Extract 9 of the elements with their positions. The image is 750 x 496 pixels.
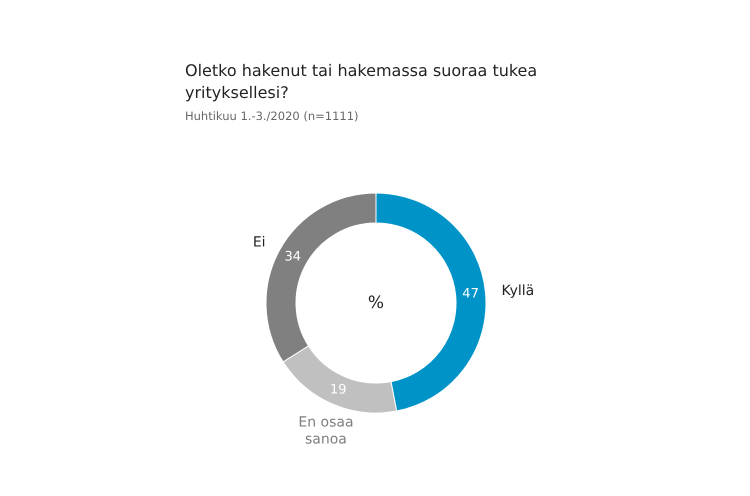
data-label: 34 xyxy=(284,250,302,265)
chart-subtitle: Huhtikuu 1.-3./2020 (n=1111) xyxy=(185,109,359,123)
slice-label: En osaa sanoa xyxy=(298,414,354,448)
slice-label: Ei xyxy=(252,234,266,250)
data-label: 19 xyxy=(330,382,347,398)
slice-label: Kyllä xyxy=(501,283,534,300)
chart-title: Oletko hakenut tai hakemassa suoraa tukea yrityksellesi? xyxy=(185,61,538,102)
text: % xyxy=(368,293,384,313)
data-label: 47 xyxy=(462,286,479,302)
